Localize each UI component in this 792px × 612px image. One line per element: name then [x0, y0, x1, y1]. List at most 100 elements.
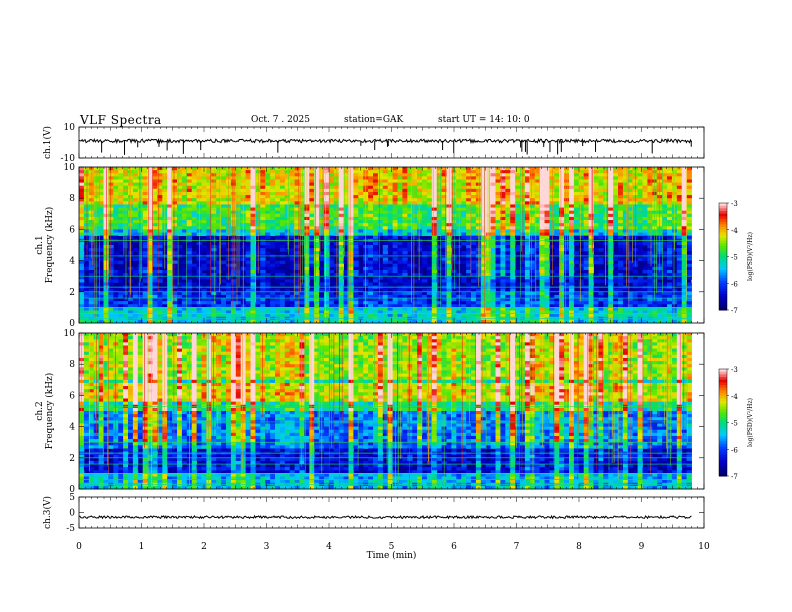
spectrogram-cell: [686, 191, 692, 196]
spectrogram-cell: [431, 294, 438, 299]
spectrogram-cell: [480, 198, 487, 202]
spectrogram-cell: [270, 207, 276, 212]
spectrogram-cell: [167, 273, 173, 277]
spectrogram-cell: [490, 185, 496, 190]
spectrogram-cell: [314, 266, 320, 271]
spectrogram-cell: [642, 188, 648, 193]
spectrogram-cell: [118, 182, 124, 187]
spectrogram-cell: [309, 257, 315, 261]
spectrogram-cell: [382, 288, 389, 293]
spectrogram-cell: [632, 173, 638, 177]
spectrogram-cell: [265, 176, 271, 180]
spectrogram-cell: [294, 248, 300, 252]
spectrogram-cell: [324, 294, 330, 299]
spectrogram-cell: [417, 223, 423, 227]
spectrogram-cell: [216, 226, 222, 230]
spectrogram-cell: [564, 273, 570, 277]
spectrogram-cell: [613, 216, 619, 221]
spectrogram-cell: [157, 220, 163, 224]
spectrogram-cell: [495, 170, 501, 174]
spectrogram-cell: [172, 304, 178, 308]
spectrogram-cell: [392, 195, 398, 199]
spectrogram-cell: [539, 273, 545, 277]
spectrogram-cell: [211, 279, 217, 283]
spectrogram-cell: [583, 229, 589, 233]
spectrogram-cell: [343, 207, 349, 212]
spectrogram-cell: [88, 276, 95, 280]
spectrogram-cell: [328, 185, 335, 190]
spectrogram-cell: [348, 288, 354, 293]
spectrogram-cell: [681, 185, 687, 190]
spectrogram-cell: [524, 173, 531, 177]
spectrogram-cell: [622, 245, 629, 249]
spectrogram-cell: [681, 216, 687, 221]
spectrogram-cell: [113, 198, 119, 202]
spectrogram-cell: [265, 220, 271, 224]
spectrogram-cell: [431, 232, 438, 237]
spectrogram-cell: [373, 279, 379, 283]
spectrogram-cell: [314, 229, 320, 233]
spectrogram-cell: [676, 257, 683, 261]
spectrogram-cell: [632, 204, 638, 208]
spectrogram-cell: [667, 288, 673, 293]
spectrogram-cell: [157, 276, 163, 280]
spectrogram-cell: [309, 182, 315, 187]
spectrogram-cell: [294, 251, 300, 255]
spectrogram-cell: [343, 210, 349, 215]
spectrogram-cell: [373, 195, 379, 199]
spectrogram-cell: [642, 241, 648, 246]
spectrogram-cell: [201, 210, 207, 215]
spectrogram-cell: [446, 294, 452, 299]
spectrogram-cell: [270, 188, 276, 193]
spectrogram-cell: [343, 179, 349, 183]
spectrogram-cell: [642, 210, 648, 215]
spectrogram-cell: [431, 188, 438, 193]
spectrogram-cell: [245, 223, 251, 227]
spectrogram-cell: [564, 276, 570, 280]
spectrogram-cell: [113, 191, 119, 196]
spectrogram-cell: [622, 229, 629, 233]
spectrogram-cell: [549, 298, 555, 302]
spectrogram-cell: [402, 170, 408, 174]
spectrogram-cell: [358, 241, 364, 246]
spectrogram-cell: [451, 176, 457, 180]
spectrogram-cell: [265, 288, 271, 293]
spectrogram-cell: [93, 207, 99, 212]
spectrogram-cell: [593, 201, 599, 205]
spectrogram-cell: [373, 248, 379, 252]
spectrogram-cell: [172, 170, 178, 174]
spectrogram-cell: [662, 204, 668, 208]
spectrogram-cell: [603, 301, 609, 305]
date-label: Oct. 7 . 2025: [251, 115, 310, 125]
spectrogram-cell: [142, 220, 148, 224]
spectrogram-cell: [426, 226, 433, 230]
spectrogram-cell: [314, 263, 320, 268]
spectrogram-cell: [206, 210, 212, 215]
spectrogram-cell: [392, 269, 398, 274]
spectrogram-cell: [598, 223, 604, 227]
spectrogram-cell: [216, 232, 222, 237]
start-time-label: start UT = 14: 10: 0: [438, 115, 530, 125]
spectrogram-cell: [397, 179, 403, 183]
spectrogram-cell: [260, 170, 266, 174]
spectrogram-cell: [583, 182, 589, 187]
spectrogram-cell: [412, 182, 418, 187]
spectrogram-cell: [343, 232, 349, 237]
spectrogram-cell: [172, 263, 178, 268]
spectrogram-cell: [172, 185, 178, 190]
spectrogram-cell: [559, 213, 565, 218]
spectrogram-cell: [681, 282, 687, 286]
spectrogram-cell: [588, 276, 594, 280]
spectrogram-cell: [613, 170, 619, 174]
spectrogram-cell: [392, 273, 398, 277]
spectrogram-cell: [270, 257, 276, 261]
spectrogram-cell: [157, 245, 163, 249]
spectrogram-cell: [113, 251, 119, 255]
spectrogram-cell: [373, 198, 379, 202]
spectrogram-cell: [368, 301, 374, 305]
spectrogram-cell: [142, 241, 148, 246]
spectrogram-cell: [480, 294, 487, 299]
spectrogram-cell: [235, 273, 242, 277]
spectrogram-cell: [79, 241, 85, 246]
spectrogram-cell: [284, 279, 291, 283]
